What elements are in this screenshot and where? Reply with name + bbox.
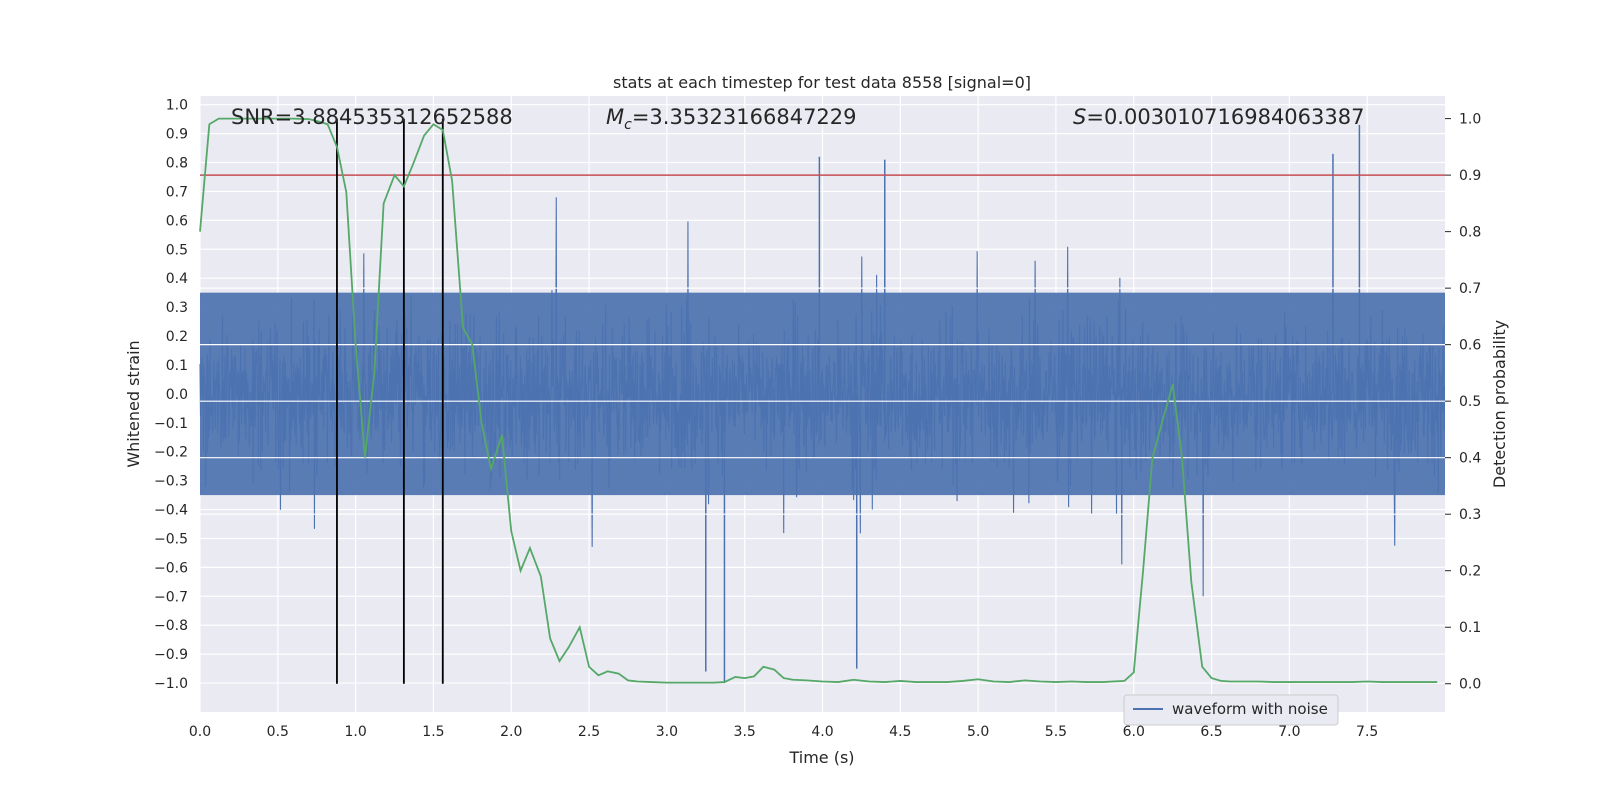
x-tick-label: 2.0 (500, 724, 522, 740)
y2-tick-label: 0.7 (1459, 281, 1481, 297)
s-annotation: S=0.003010716984063387 (1073, 105, 1364, 129)
y2-tick-label: 0.1 (1459, 620, 1481, 636)
y-tick-label: −0.9 (154, 647, 188, 663)
legend-box (1123, 694, 1339, 726)
y-tick-label: −0.4 (154, 503, 188, 519)
y-tick-label: 0.5 (166, 242, 188, 258)
chirp-mass-value: =3.35323166847229 (632, 105, 857, 129)
s-value: =0.003010716984063387 (1086, 105, 1364, 129)
chirp-mass-annotation: Mc=3.35323166847229 (606, 105, 857, 133)
y2-tick-label: 0.8 (1459, 225, 1481, 241)
x-tick-label: 0.0 (189, 724, 211, 740)
y-tick-label: −0.2 (154, 445, 188, 461)
y-tick-label: 0.6 (166, 213, 188, 229)
x-tick-label: 3.0 (656, 724, 678, 740)
x-tick-label: 2.5 (578, 724, 600, 740)
x-tick-label: 3.5 (734, 724, 756, 740)
y2-tick-label: 0.3 (1459, 507, 1481, 523)
y-tick-label: −0.6 (154, 560, 188, 576)
y2-tick-label: 0.6 (1459, 338, 1481, 354)
y-tick-label: 0.4 (166, 271, 188, 287)
legend: waveform with noise (1123, 694, 1339, 726)
y-tick-label: −1.0 (154, 676, 188, 692)
x-tick-label: 0.5 (267, 724, 289, 740)
overlay-lines (200, 118, 1445, 684)
y2-tick-label: 0.4 (1459, 451, 1481, 467)
y-axis-label: Whitened strain (124, 340, 143, 467)
x-axis-label: Time (s) (788, 748, 854, 767)
x-tick-label: 1.5 (422, 724, 444, 740)
y2-axis-label: Detection probability (1490, 320, 1509, 488)
x-tick-label: 5.0 (967, 724, 989, 740)
y-tick-label: −0.5 (154, 531, 188, 547)
y2-tick-label: 1.0 (1459, 112, 1481, 128)
x-tick-label: 7.5 (1356, 724, 1378, 740)
y-tick-label: 0.9 (166, 127, 188, 143)
legend-label-waveform: waveform with noise (1172, 700, 1328, 718)
y-tick-label: −0.8 (154, 618, 188, 634)
y-tick-label: 0.7 (166, 184, 188, 200)
detection-probability-line (199, 117, 1438, 684)
y2-tick-label: 0.0 (1459, 677, 1481, 693)
snr-annotation: SNR=3.884535312652588 (231, 105, 513, 129)
x-tick-label: 1.0 (344, 724, 366, 740)
waveform-core-band (200, 292, 1445, 496)
y2-tick-label: 0.9 (1459, 168, 1481, 184)
chart-title: stats at each timestep for test data 855… (613, 73, 1031, 92)
y-tick-label: 0.8 (166, 156, 188, 172)
x-tick-label: 4.5 (889, 724, 911, 740)
x-tick-label: 6.0 (1123, 724, 1145, 740)
y2-tick-labels: 1.0 0.9 0.8 0.7 0.6 0.5 0.4 0.3 0.2 0.1 0.0 (1445, 112, 1481, 693)
probability-series (199, 117, 1438, 684)
y-tick-label: −0.7 (154, 589, 188, 605)
x-tick-label: 4.0 (811, 724, 833, 740)
x-tick-label: 6.5 (1200, 724, 1222, 740)
x-tick-label: 5.5 (1045, 724, 1067, 740)
y-tick-label: 0.0 (166, 387, 188, 403)
chirp-mass-symbol: M (606, 105, 624, 129)
y2-tick-label: 0.5 (1459, 394, 1481, 410)
y2-tick-label: 0.2 (1459, 564, 1481, 580)
y-tick-label: 1.0 (166, 98, 188, 114)
y-tick-label: 0.2 (166, 329, 188, 345)
waveform-series (199, 124, 1446, 684)
chirp-mass-subscript: c (624, 117, 632, 133)
y-tick-label: −0.1 (154, 416, 188, 432)
x-tick-label: 7.0 (1278, 724, 1300, 740)
y-tick-labels: 1.0 0.9 0.8 0.7 0.6 0.5 0.4 0.3 0.2 0.1 0.0 −0.1 −0.… (154, 98, 188, 692)
y-tick-label: 0.1 (166, 358, 188, 374)
y-tick-label: −0.3 (154, 474, 188, 490)
x-tick-labels: 0.0 0.5 1.0 1.5 2.0 2.5 3.0 3.5 4.0 4.5 5.0 5.5 6.0 6… (189, 724, 1378, 740)
y-tick-label: 0.3 (166, 300, 188, 316)
s-symbol: S (1073, 105, 1086, 129)
